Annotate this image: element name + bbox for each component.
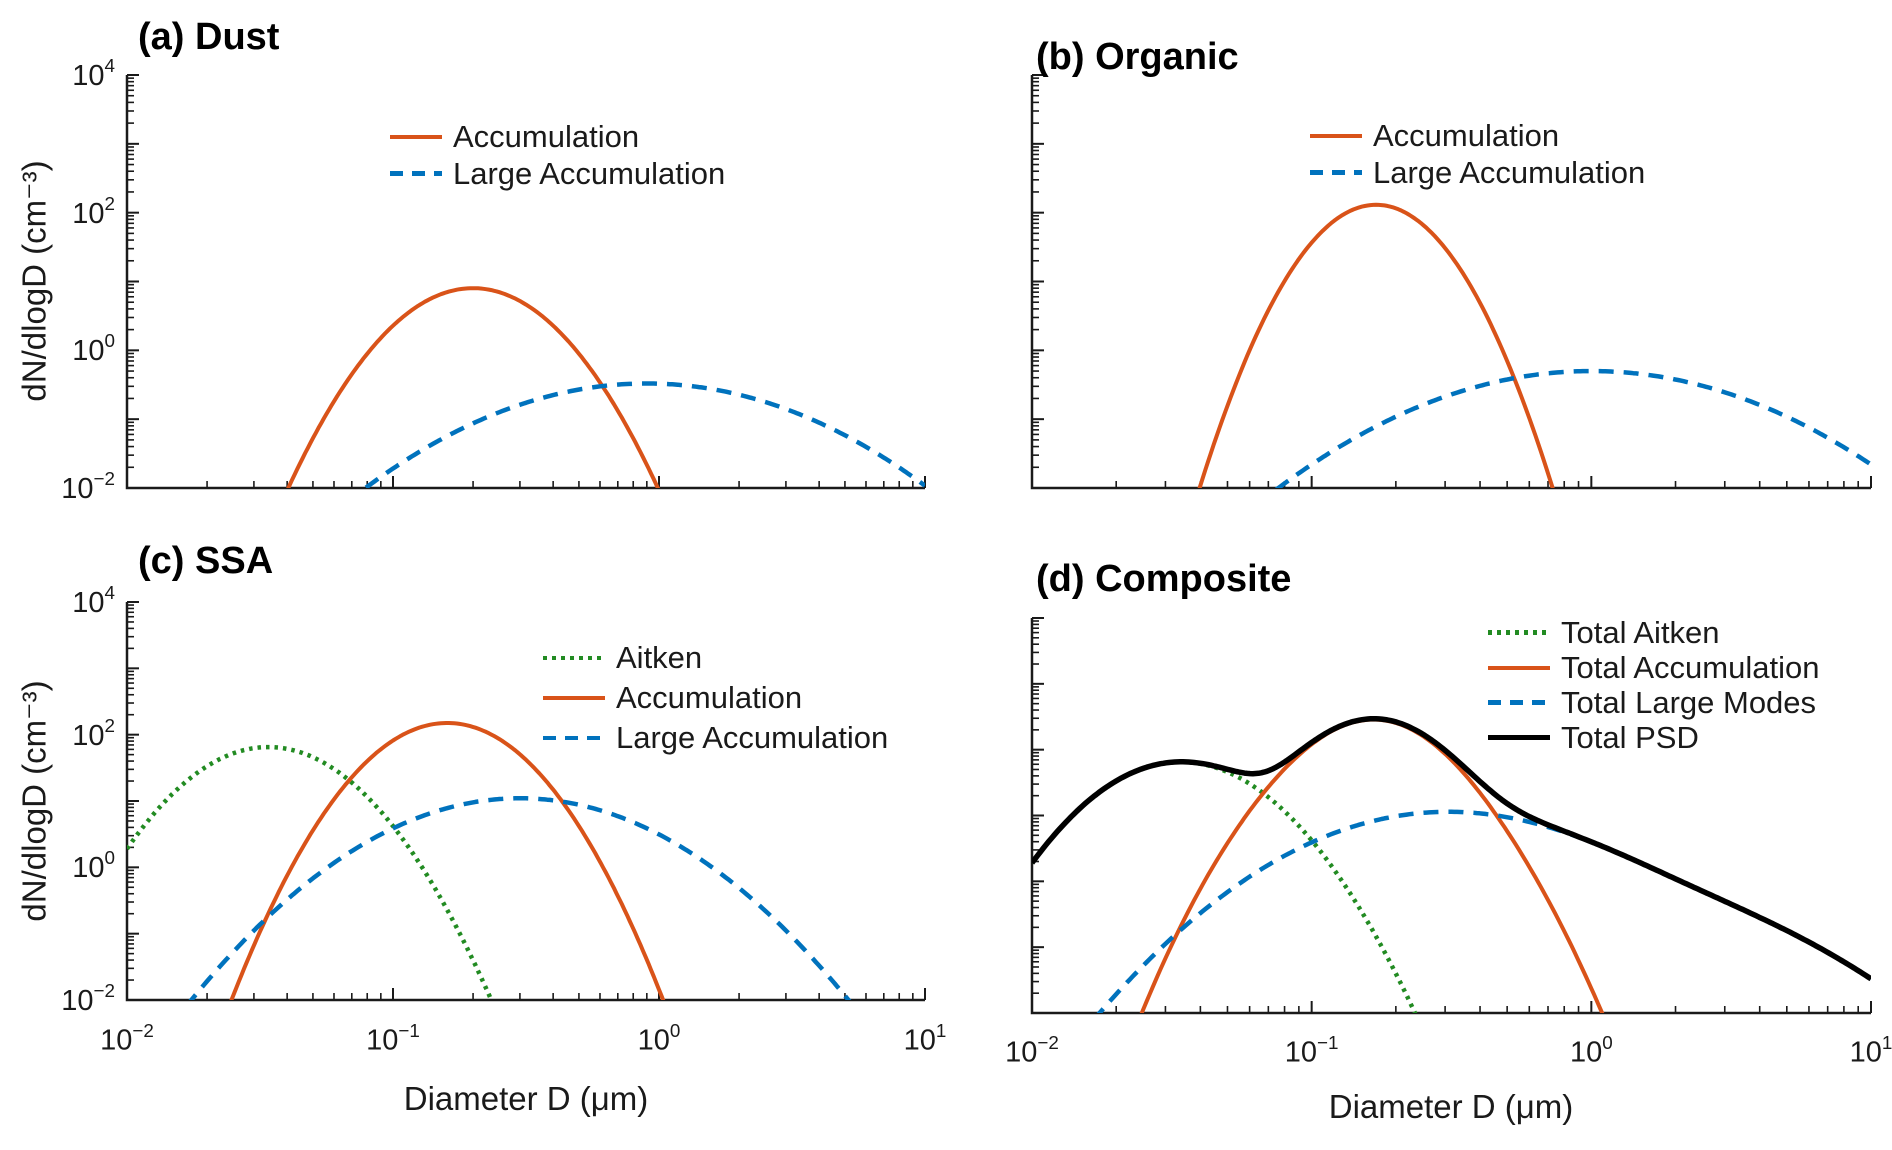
y-tick-label: 10−2: [61, 468, 115, 505]
legend-label: Total Aitken: [1561, 614, 1720, 650]
legend-item: Accumulation: [543, 678, 888, 718]
legend-item: Total Aitken: [1488, 615, 1819, 650]
large-accumulation-curve: [1274, 368, 1871, 488]
legend-panel-a: Accumulation Large Accumulation: [390, 118, 725, 192]
legend-item: Total Large Modes: [1488, 685, 1819, 720]
x-axis-label-right: Diameter D (μm): [1328, 1088, 1574, 1125]
axes-panel-b: [1030, 74, 1872, 490]
legend-label: Total PSD: [1561, 719, 1699, 755]
y-tick-label: 100: [72, 330, 115, 368]
panel-c-title: (c) SSA: [138, 540, 274, 582]
total-psd-curve: [1032, 716, 1871, 982]
y-tick-label: 102: [72, 192, 115, 230]
panel-d-title: (d) Composite: [1036, 558, 1292, 600]
large-accumulation-curve: [361, 381, 925, 488]
legend-item: Total PSD: [1488, 720, 1819, 755]
y-tick-label: 102: [72, 714, 115, 752]
legend-panel-d: Total Aitken Total Accumulation Total La…: [1488, 615, 1819, 755]
x-tick-label: 101: [1849, 1032, 1892, 1069]
total-large-modes-curve: [1096, 809, 1871, 1013]
large-accumulation-curve: [188, 796, 852, 1000]
y-tick-label: 100: [72, 847, 115, 885]
curves-panel-c: [127, 721, 852, 1000]
legend-label: Accumulation: [453, 118, 640, 154]
y-axis-label-top: dN/dlogD (cm⁻³): [15, 160, 53, 402]
legend-label: Aitken: [616, 640, 703, 675]
total-aitken-line-sample: [1488, 630, 1550, 635]
total-large-modes-line-sample: [1488, 700, 1550, 705]
x-tick-label: 10−1: [1284, 1032, 1339, 1069]
total-accumulation-line-sample: [1488, 665, 1550, 670]
curves-panel-d: [1032, 716, 1871, 1013]
axes-panel-c: [125, 601, 926, 1002]
legend-label: Accumulation: [616, 680, 803, 715]
aitken-curve: [127, 744, 494, 1000]
legend-item: Accumulation: [390, 118, 725, 155]
aitken-line-sample: [543, 655, 605, 661]
x-tick-label: 10−2: [1005, 1032, 1059, 1069]
total-aitken-curve: [1032, 759, 1418, 1013]
legend-label: Total Accumulation: [1561, 649, 1820, 685]
legend-item: Accumulation: [1310, 117, 1645, 154]
legend-label: Large Accumulation: [453, 155, 726, 191]
y-axis-label-bottom: dN/dlogD (cm⁻³): [15, 680, 53, 922]
accumulation-curve: [229, 721, 666, 1000]
accumulation-curve: [286, 286, 661, 488]
curves-panel-a: [286, 286, 925, 488]
x-axis-label-left: Diameter D (μm): [403, 1080, 649, 1117]
legend-item: Large Accumulation: [1310, 154, 1645, 191]
legend-item: Aitken: [543, 638, 888, 678]
legend-label: Total Large Modes: [1561, 684, 1817, 720]
legend-item: Large Accumulation: [543, 718, 888, 758]
accumulation-line-sample: [1310, 133, 1362, 138]
y-tick-label: 104: [72, 582, 115, 619]
legend-label: Large Accumulation: [1373, 154, 1646, 190]
x-tick-label: 10−1: [366, 1020, 420, 1057]
accumulation-curve: [1197, 202, 1555, 488]
large-accumulation-line-sample: [1310, 170, 1362, 175]
legend-label: Accumulation: [1373, 117, 1560, 153]
x-tick-label: 101: [903, 1020, 947, 1057]
legend-item: Large Accumulation: [390, 155, 725, 192]
legend-label: Large Accumulation: [616, 720, 889, 755]
panel-b-title: (b) Organic: [1036, 36, 1239, 78]
x-tick-label: 100: [1569, 1032, 1613, 1069]
y-tick-label: 10−2: [61, 980, 115, 1017]
y-tick-label: 104: [72, 55, 115, 92]
accumulation-line-sample: [390, 134, 442, 139]
axes-panel-d: [1030, 617, 1872, 1015]
accumulation-line-sample: [543, 696, 605, 700]
curves-panel-b: [1197, 202, 1871, 488]
large-accumulation-line-sample: [390, 171, 442, 176]
large-accumulation-line-sample: [543, 735, 605, 741]
panel-a-title: (a) Dust: [138, 16, 280, 58]
legend-panel-b: Accumulation Large Accumulation: [1310, 117, 1645, 191]
x-tick-label: 100: [637, 1020, 681, 1057]
legend-item: Total Accumulation: [1488, 650, 1819, 685]
total-psd-line-sample: [1488, 735, 1550, 740]
legend-panel-c: Aitken Accumulation Large Accumulation: [543, 638, 888, 758]
x-tick-label: 10−2: [100, 1020, 154, 1057]
